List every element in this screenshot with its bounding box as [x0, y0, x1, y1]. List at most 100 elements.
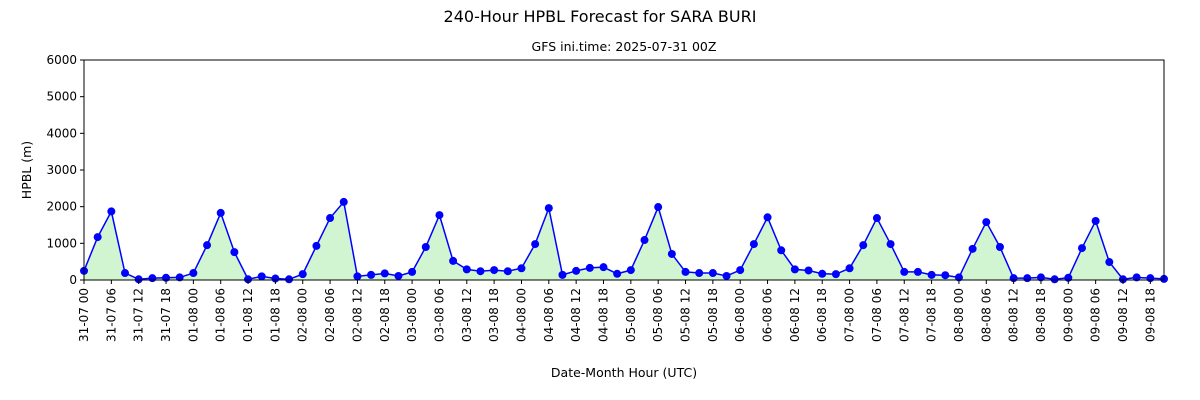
marker [312, 241, 321, 250]
marker [257, 272, 266, 281]
y-tick-label: 2000 [46, 200, 77, 214]
marker [913, 267, 922, 276]
marker [230, 248, 239, 257]
x-tick-label: 04-08 18 [596, 288, 610, 342]
marker [790, 265, 799, 274]
marker [886, 240, 895, 249]
x-tick-label: 03-08 12 [460, 288, 474, 342]
marker [572, 266, 581, 275]
marker [1077, 244, 1086, 253]
marker [93, 233, 102, 242]
x-tick-label: 31-07 12 [132, 288, 146, 342]
marker [298, 270, 307, 279]
x-tick-label: 01-08 12 [241, 288, 255, 342]
marker [804, 266, 813, 275]
x-tick-label: 01-08 06 [214, 288, 228, 342]
marker [216, 208, 225, 217]
y-tick-label: 0 [69, 273, 77, 287]
marker [872, 214, 881, 223]
x-tick-label: 08-08 12 [1007, 288, 1021, 342]
x-tick-label: 08-08 06 [979, 288, 993, 342]
y-tick-label: 4000 [46, 126, 77, 140]
marker [708, 269, 717, 278]
marker [490, 266, 499, 275]
x-tick-label: 07-08 18 [925, 288, 939, 342]
marker [189, 269, 198, 278]
marker [681, 267, 690, 276]
marker [134, 275, 143, 284]
x-tick-label: 02-08 18 [378, 288, 392, 342]
marker [367, 270, 376, 279]
marker [1118, 275, 1127, 284]
marker [845, 264, 854, 273]
marker [640, 236, 649, 245]
x-tick-label: 06-08 00 [733, 288, 747, 342]
marker [831, 270, 840, 279]
chart-title: 240-Hour HPBL Forecast for SARA BURI [444, 7, 757, 26]
marker [722, 271, 731, 280]
x-tick-label: 08-08 00 [952, 288, 966, 342]
x-tick-label: 06-08 06 [761, 288, 775, 342]
marker [763, 213, 772, 222]
marker [859, 241, 868, 250]
x-tick-label: 01-08 18 [268, 288, 282, 342]
marker [1091, 216, 1100, 225]
x-tick-label: 08-08 18 [1034, 288, 1048, 342]
marker [654, 203, 663, 212]
marker [421, 243, 430, 251]
x-tick-label: 31-07 06 [104, 288, 118, 342]
marker [394, 271, 403, 280]
x-tick-label: 09-08 06 [1089, 288, 1103, 342]
marker [900, 267, 909, 276]
marker [107, 207, 116, 216]
marker [380, 269, 389, 278]
marker [121, 269, 130, 278]
x-tick-label: 05-08 12 [679, 288, 693, 342]
marker [954, 273, 963, 282]
marker [613, 269, 622, 278]
marker [285, 275, 294, 284]
marker [599, 263, 608, 272]
marker [353, 272, 362, 281]
marker [326, 214, 335, 223]
x-tick-label: 05-08 00 [624, 288, 638, 342]
marker [695, 269, 704, 278]
marker [531, 240, 540, 249]
marker [1050, 275, 1059, 284]
x-tick-label: 02-08 06 [323, 288, 337, 342]
marker [408, 267, 417, 276]
marker [1036, 273, 1045, 282]
marker [777, 246, 786, 255]
marker [1105, 258, 1114, 267]
marker [941, 271, 950, 280]
marker [995, 243, 1004, 251]
x-tick-label: 09-08 18 [1143, 288, 1157, 342]
x-tick-label: 09-08 12 [1116, 288, 1130, 342]
y-axis-label: HPBL (m) [19, 141, 34, 199]
marker [517, 264, 526, 273]
chart-subtitle: GFS ini.time: 2025-07-31 00Z [532, 39, 717, 54]
marker [148, 274, 157, 283]
marker [626, 266, 635, 275]
marker [435, 211, 444, 220]
marker [585, 263, 594, 272]
marker [244, 275, 253, 284]
marker [462, 265, 471, 274]
x-tick-label: 04-08 06 [542, 288, 556, 342]
x-tick-label: 01-08 00 [186, 288, 200, 342]
x-tick-label: 02-08 00 [296, 288, 310, 342]
marker [503, 267, 512, 276]
x-tick-label: 07-08 00 [843, 288, 857, 342]
marker [449, 256, 458, 265]
x-tick-label: 31-07 00 [77, 288, 91, 342]
x-tick-label: 03-08 06 [432, 288, 446, 342]
y-tick-label: 3000 [46, 163, 77, 177]
x-tick-label: 04-08 00 [514, 288, 528, 342]
y-tick-label: 1000 [46, 236, 77, 250]
x-tick-label: 09-08 00 [1061, 288, 1075, 342]
marker [544, 204, 553, 213]
x-tick-label: 06-08 18 [815, 288, 829, 342]
marker [749, 240, 758, 249]
